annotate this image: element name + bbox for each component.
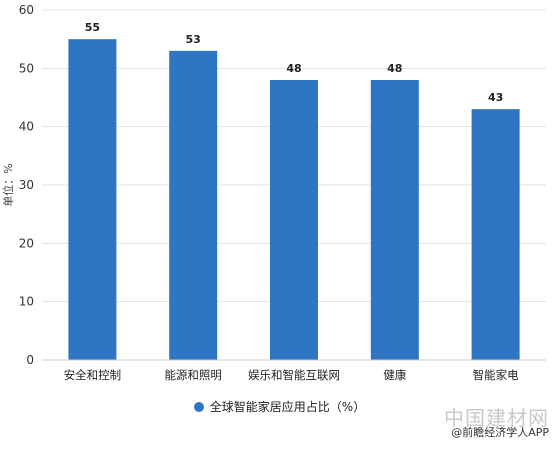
- x-tick-label: 智能家电: [473, 368, 519, 382]
- legend-swatch: [193, 402, 204, 412]
- y-tick-label: 20: [19, 236, 34, 250]
- y-tick-label: 10: [19, 295, 34, 309]
- y-tick-label: 40: [19, 120, 34, 134]
- bar: [471, 109, 520, 361]
- bar: [68, 39, 117, 361]
- bar: [169, 50, 218, 360]
- x-tick-label: 健康: [383, 368, 406, 382]
- data-label: 48: [387, 62, 402, 75]
- y-axis-title: 单位：%: [1, 163, 15, 206]
- bars: [68, 39, 520, 361]
- y-tick-label: 60: [19, 3, 34, 17]
- data-label: 43: [488, 91, 503, 104]
- value-labels: 55 53 48 48 43: [85, 21, 504, 104]
- watermark-brand: 中国建材网: [444, 406, 549, 430]
- x-tick-label: 娱乐和智能互联网: [248, 368, 340, 382]
- y-tick-label: 30: [19, 178, 34, 192]
- y-tick-label: 0: [26, 353, 34, 367]
- x-axis-labels: 安全和控制 能源和照明 娱乐和智能互联网 健康 智能家电: [64, 368, 519, 382]
- y-axis-ticks: 0 10 20 30 40 50 60: [19, 3, 34, 367]
- bar: [270, 80, 318, 360]
- bar: [370, 80, 419, 360]
- data-label: 53: [186, 33, 201, 46]
- watermark-app: @前瞻经济学人APP: [451, 426, 549, 439]
- y-tick-label: 50: [19, 61, 34, 75]
- data-label: 48: [286, 62, 301, 75]
- x-tick-label: 能源和照明: [164, 368, 222, 382]
- legend-label: 全球智能家居应用占比（%）: [209, 400, 366, 414]
- data-label: 55: [85, 21, 100, 34]
- x-tick-label: 安全和控制: [64, 368, 122, 382]
- legend: 全球智能家居应用占比（%）: [0, 398, 559, 415]
